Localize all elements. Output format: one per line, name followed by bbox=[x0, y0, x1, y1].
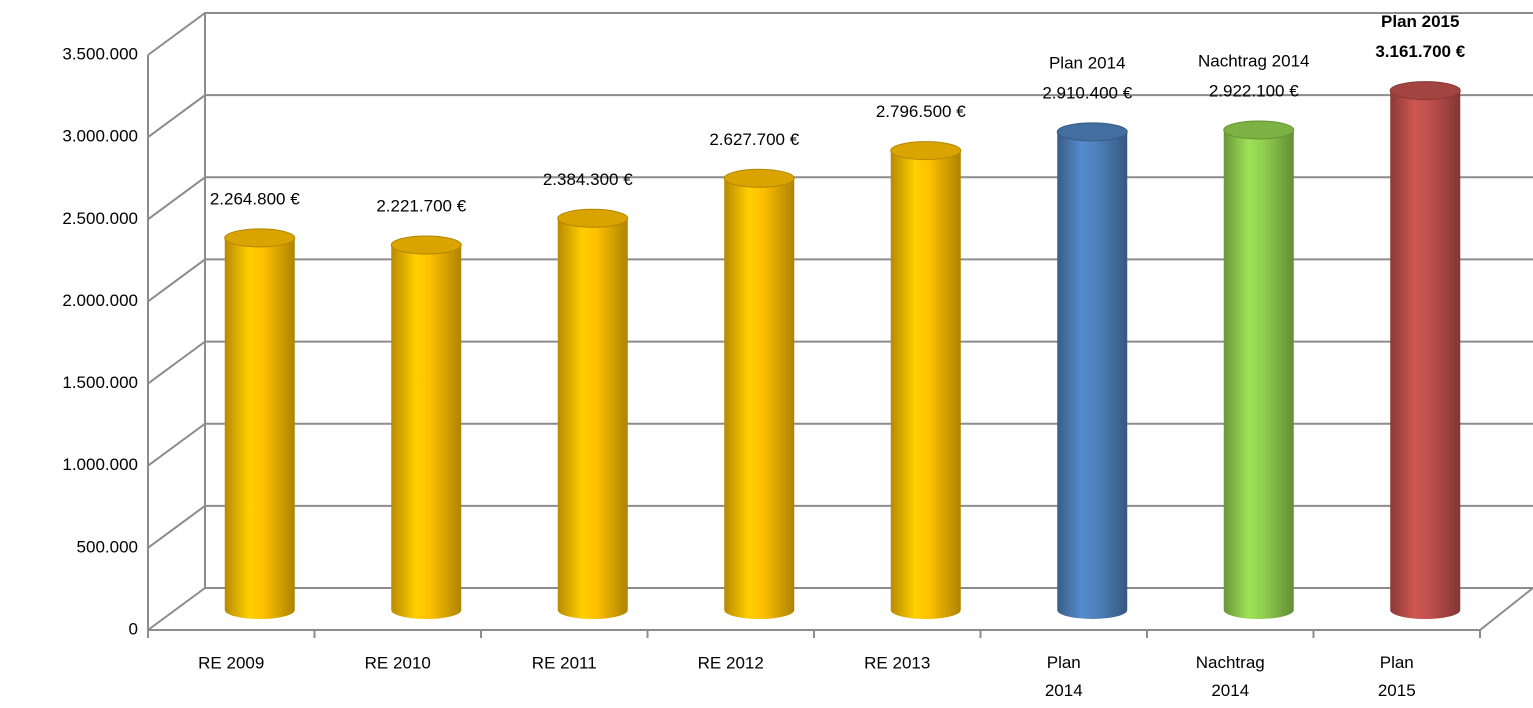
data-label: 2.221.700 € bbox=[376, 196, 466, 215]
data-label: 2.264.800 € bbox=[210, 189, 300, 208]
bar-top bbox=[557, 208, 629, 228]
y-tick-label: 0 bbox=[129, 619, 138, 638]
bar bbox=[224, 228, 296, 619]
data-label-title: Plan 2015 bbox=[1381, 12, 1459, 31]
grid-line bbox=[147, 422, 1533, 467]
x-tick-label: RE 2010 bbox=[365, 653, 431, 672]
bar bbox=[1223, 120, 1295, 619]
bar bbox=[390, 235, 462, 620]
grid-line bbox=[147, 504, 1533, 549]
data-label: 2.922.100 € bbox=[1209, 81, 1299, 100]
bar bbox=[1389, 81, 1461, 619]
bar bbox=[557, 208, 629, 619]
floor-edge bbox=[148, 587, 1533, 631]
y-tick-label: 2.000.000 bbox=[62, 291, 138, 310]
x-tick-label: RE 2009 bbox=[198, 653, 264, 672]
bar-top bbox=[1223, 120, 1295, 140]
x-tick-label: RE 2012 bbox=[698, 653, 764, 672]
bar-body bbox=[557, 218, 628, 619]
data-label: 3.161.700 € bbox=[1375, 42, 1465, 61]
x-tick-label: Plan 2014 bbox=[1045, 653, 1083, 700]
grid-line bbox=[147, 12, 1533, 56]
y-tick-label: 3.000.000 bbox=[62, 127, 138, 146]
bar-top bbox=[1389, 81, 1461, 101]
x-tick-label: Nachtrag 2014 bbox=[1196, 653, 1265, 700]
bar-top bbox=[390, 235, 462, 255]
bar bbox=[723, 168, 795, 619]
bar-body bbox=[1057, 131, 1128, 619]
data-label: 2.627.700 € bbox=[709, 130, 799, 149]
y-tick-label: 3.500.000 bbox=[62, 44, 138, 63]
bar bbox=[1056, 122, 1128, 619]
x-tick-label: Plan 2015 bbox=[1378, 653, 1416, 700]
y-tick-label: 500.000 bbox=[77, 537, 138, 556]
bar bbox=[890, 141, 962, 619]
y-tick-label: 1.500.000 bbox=[62, 373, 138, 392]
grid-line bbox=[147, 176, 1533, 221]
y-tick-label: 2.500.000 bbox=[62, 209, 138, 228]
bar-top bbox=[890, 141, 962, 161]
bar-top bbox=[224, 228, 296, 248]
grid-line bbox=[147, 94, 1533, 138]
bar-top bbox=[723, 168, 795, 188]
bar-body bbox=[224, 237, 295, 619]
grid-line bbox=[147, 340, 1533, 385]
bar-body bbox=[724, 178, 795, 619]
bar-body bbox=[1390, 90, 1461, 619]
x-tick-label: RE 2011 bbox=[532, 653, 597, 672]
bar-top bbox=[1056, 122, 1128, 142]
bar-body bbox=[890, 150, 961, 619]
y-tick-label: 1.000.000 bbox=[62, 455, 138, 474]
bar-body bbox=[1223, 129, 1294, 619]
data-label-title: Plan 2014 bbox=[1049, 53, 1126, 72]
grid-line bbox=[147, 258, 1533, 303]
data-label: 2.910.400 € bbox=[1042, 83, 1132, 102]
data-label: 2.384.300 € bbox=[543, 170, 633, 189]
grid-line bbox=[147, 587, 1533, 631]
data-label-title: Nachtrag 2014 bbox=[1198, 51, 1310, 70]
bar-body bbox=[391, 245, 462, 620]
x-tick-label: RE 2013 bbox=[864, 653, 930, 672]
data-label: 2.796.500 € bbox=[876, 102, 966, 121]
